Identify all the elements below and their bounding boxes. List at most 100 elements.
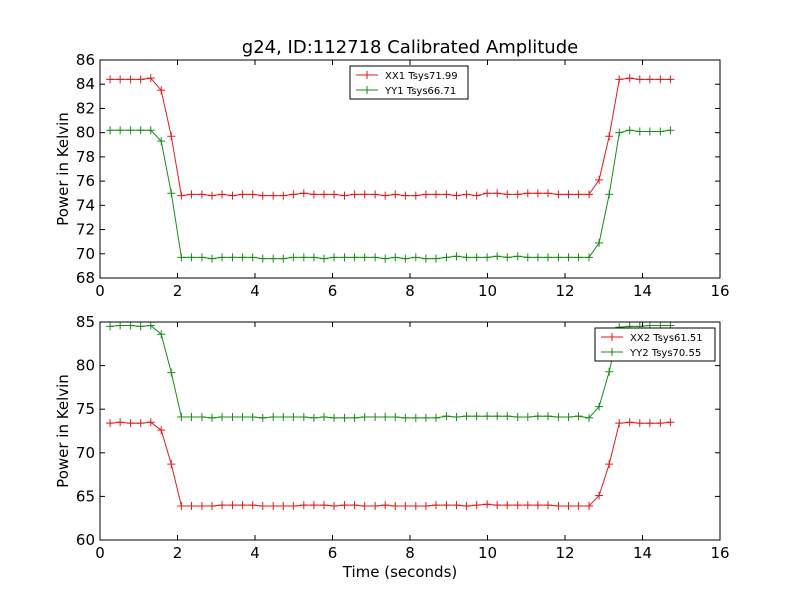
data-point	[248, 501, 257, 510]
x-tick-label: 4	[250, 282, 260, 300]
data-point	[146, 126, 155, 135]
data-point	[350, 501, 359, 510]
data-point	[452, 191, 461, 200]
data-point	[238, 253, 247, 262]
data-point	[533, 412, 542, 421]
data-point	[279, 191, 288, 200]
data-point	[503, 190, 512, 199]
data-point	[645, 75, 654, 84]
legend-marker	[608, 333, 616, 341]
data-point	[269, 413, 278, 422]
data-point	[543, 253, 552, 262]
data-point	[574, 501, 583, 510]
data-point	[411, 191, 420, 200]
data-point	[116, 322, 125, 330]
series-1-1	[106, 74, 675, 200]
data-point	[431, 501, 440, 510]
data-point	[360, 501, 369, 510]
y-tick-label: 72	[76, 221, 95, 239]
data-point	[381, 413, 390, 422]
y-axis-label: Power in Kelvin	[54, 112, 72, 226]
y-tick-label: 74	[76, 196, 95, 214]
data-point	[666, 418, 675, 427]
data-point	[207, 191, 216, 200]
data-point	[218, 413, 227, 422]
data-point	[645, 419, 654, 428]
data-point	[269, 501, 278, 510]
data-point	[177, 501, 186, 510]
data-point	[146, 74, 155, 83]
data-point	[228, 253, 237, 262]
data-point	[391, 253, 400, 262]
data-point	[605, 190, 614, 199]
y-axis-label: Power in Kelvin	[54, 374, 72, 488]
x-tick-label: 10	[478, 282, 497, 300]
y-tick-label: 75	[76, 400, 95, 418]
legend-label: XX2 Tsys61.51	[630, 333, 703, 344]
legend-entry: YY2 Tsys70.55	[601, 348, 701, 359]
series-line	[110, 421, 671, 507]
x-tick-label: 6	[328, 282, 338, 300]
y-tick-label: 86	[76, 51, 95, 69]
data-point	[116, 418, 125, 427]
data-point	[360, 253, 369, 262]
data-point	[431, 254, 440, 263]
legend: XX2 Tsys61.51 YY2 Tsys70.55	[594, 327, 716, 362]
x-tick-label: 4	[250, 544, 260, 562]
data-point	[585, 413, 594, 422]
data-point	[330, 190, 339, 199]
data-point	[350, 413, 359, 422]
data-point	[258, 254, 267, 263]
data-point	[299, 189, 308, 198]
data-point	[269, 254, 278, 263]
data-point	[381, 501, 390, 510]
y-tick-label: 65	[76, 487, 95, 505]
data-point	[299, 253, 308, 262]
data-point	[350, 190, 359, 199]
data-point	[483, 253, 492, 262]
y-tick-label: 84	[76, 75, 95, 93]
data-point	[564, 413, 573, 422]
data-point	[269, 191, 278, 200]
data-point	[533, 253, 542, 262]
data-point	[431, 413, 440, 422]
data-point	[421, 190, 430, 199]
data-point	[605, 132, 614, 141]
data-point	[452, 252, 461, 261]
data-point	[238, 501, 247, 510]
y-tick-label: 80	[76, 124, 95, 142]
data-point	[554, 413, 563, 422]
data-point	[666, 126, 675, 135]
data-point	[319, 413, 328, 422]
series-2-2	[106, 322, 675, 422]
figure-title: g24, ID:112718 Calibrated Amplitude	[242, 37, 578, 58]
data-point	[146, 322, 155, 330]
data-point	[503, 412, 512, 421]
data-point	[289, 501, 298, 510]
data-point	[319, 190, 328, 199]
data-point	[177, 253, 186, 262]
data-point	[554, 253, 563, 262]
x-tick-label: 14	[633, 544, 652, 562]
data-point	[167, 132, 176, 141]
data-point	[442, 190, 451, 199]
data-point	[656, 419, 665, 428]
data-point	[289, 253, 298, 262]
data-point	[543, 501, 552, 510]
data-point	[218, 501, 227, 510]
data-point	[258, 191, 267, 200]
data-point	[595, 238, 604, 247]
data-point	[126, 75, 135, 84]
data-point	[411, 253, 420, 262]
data-point	[595, 402, 604, 411]
data-point	[146, 418, 155, 427]
legend-marker	[363, 86, 371, 94]
data-point	[228, 191, 237, 200]
data-point	[187, 190, 196, 199]
legend-entry: XX1 Tsys71.99	[356, 71, 458, 82]
data-point	[442, 501, 451, 510]
data-point	[625, 418, 634, 427]
x-tick-label: 2	[173, 282, 183, 300]
